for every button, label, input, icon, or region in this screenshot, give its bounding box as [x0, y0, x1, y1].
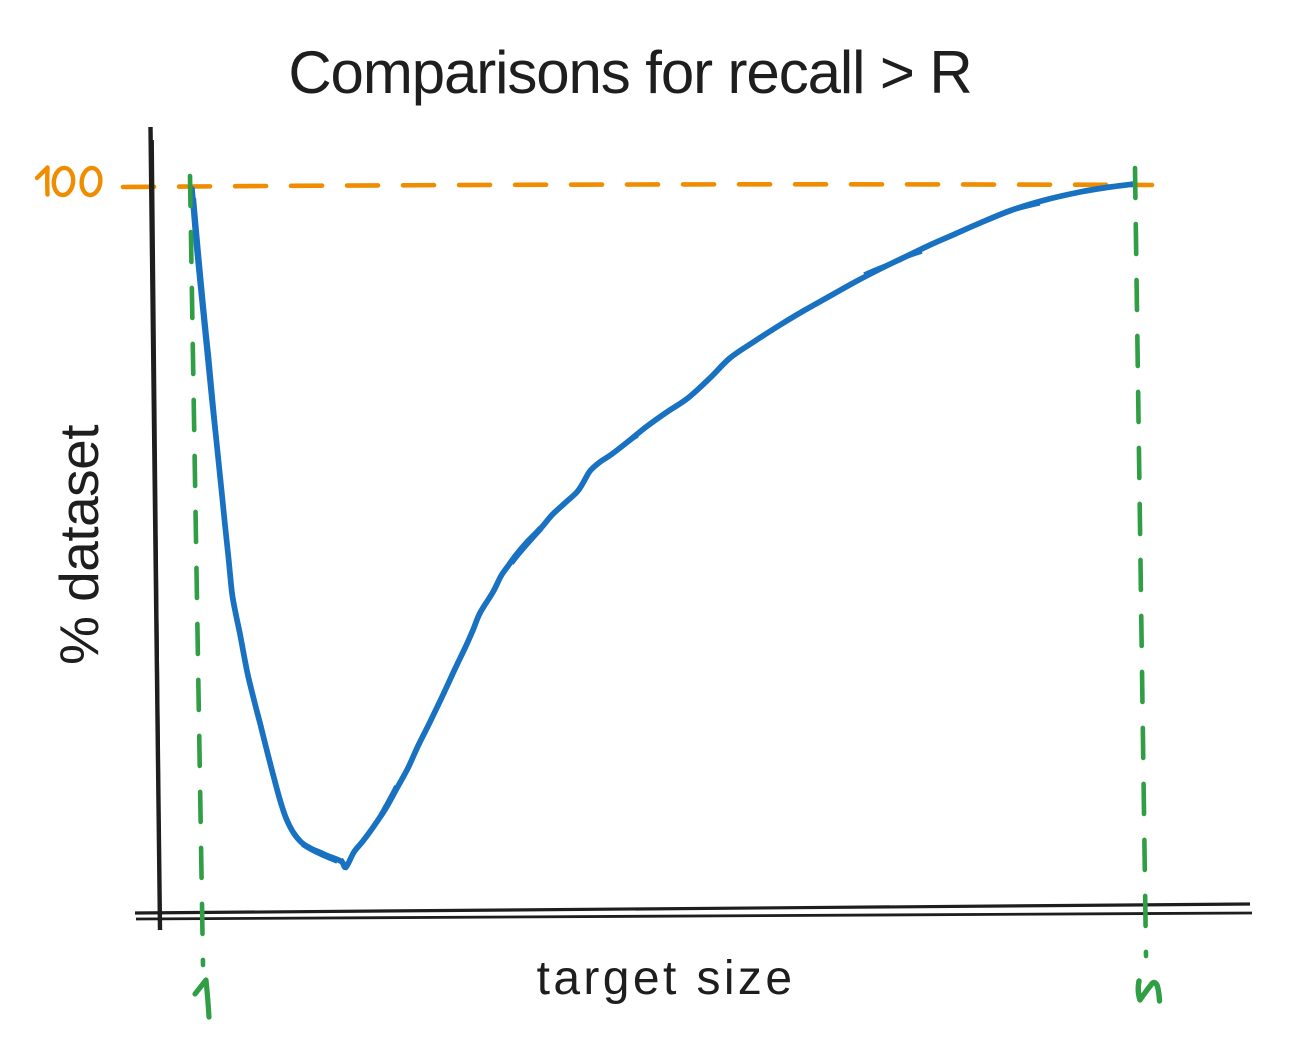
svg-text:target size: target size — [537, 952, 796, 1005]
svg-text:Comparisons for recall > R: Comparisons for recall > R — [288, 39, 971, 106]
svg-text:% dataset: % dataset — [48, 425, 110, 665]
